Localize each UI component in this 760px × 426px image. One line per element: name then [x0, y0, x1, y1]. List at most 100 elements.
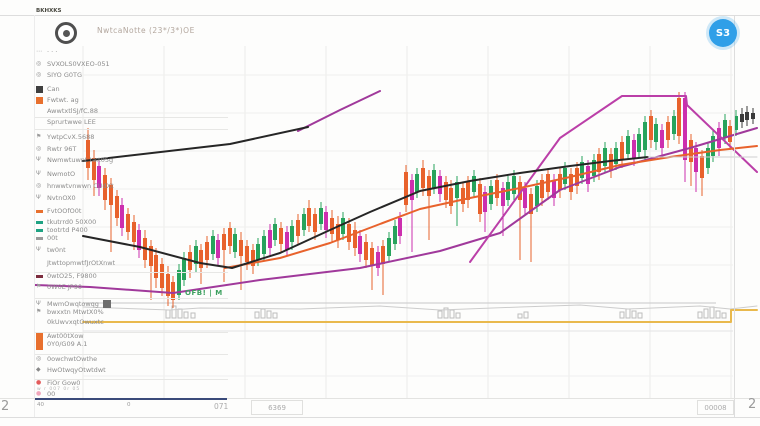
legend-row[interactable]: ⚑ 0W0E JP90	[36, 282, 82, 292]
orangesqtall-icon	[36, 338, 43, 350]
volume-bar	[697, 311, 703, 319]
legend-row-label: 0wtO25, F9800	[47, 272, 97, 280]
collapsed-pane-line	[35, 398, 227, 400]
band-purple-lower	[34, 127, 758, 294]
dash-icon	[36, 220, 43, 224]
legend-row[interactable]: Ψ NvtnOX0	[36, 193, 76, 203]
legend-row-label: AwwtxtlSJ/fC.88	[47, 107, 98, 115]
volume-bar	[715, 310, 721, 319]
legend-row[interactable]: FvtOOfO0t	[36, 206, 81, 216]
legend-row[interactable]: tkutrrd0 50X00	[36, 217, 96, 227]
volume-bar	[254, 311, 260, 319]
orangesq-icon	[36, 96, 43, 104]
flag-icon: ⚑	[36, 283, 42, 290]
mini-scale-left-value: 40	[37, 402, 44, 408]
volume-outline-gray	[82, 304, 758, 311]
time-axis-label: 071	[214, 402, 229, 411]
time-axis-label: 00008	[697, 400, 734, 415]
volume-bar	[637, 312, 643, 319]
candlestick-series	[86, 92, 755, 308]
legend-row[interactable]: 0wtO25, F9800	[36, 271, 97, 281]
volume-bar	[443, 307, 449, 319]
volume-bar	[449, 309, 455, 319]
legend-separator	[35, 129, 228, 130]
legend-row-label: bwxxtn MtwtX0%	[47, 308, 104, 316]
volume-bar	[266, 310, 272, 319]
volume-bar	[260, 308, 266, 319]
legend-row-label: tw0nt	[47, 246, 66, 254]
legend-row[interactable]: 0Y0/G09 A.1	[36, 338, 88, 350]
mini-scale-mid-value: 0	[127, 402, 131, 408]
legend-row[interactable]: ⋯ · · ·	[36, 47, 57, 57]
legend-row[interactable]: ◎ SVXOLS0VXEO-051	[36, 59, 110, 69]
symbol-title[interactable]: NwtcaNotte (23*/3*)OE	[97, 26, 195, 35]
legend-row-label: 0Y0/G09 A.1	[47, 340, 88, 348]
gear-icon: ◎	[36, 71, 42, 78]
legend-separator	[35, 379, 228, 380]
legend-row[interactable]: ⚑ bwxxtn MtwtX0%	[36, 307, 104, 317]
legend-row-label: 0kUwvxqtOwuxtc	[47, 318, 104, 326]
dash-icon	[36, 228, 43, 232]
notification-badge[interactable]: S3	[709, 19, 737, 47]
indicator-yellow	[82, 309, 758, 323]
psi-icon: Ψ	[36, 246, 41, 253]
legend-separator	[35, 354, 228, 355]
legend-row[interactable]: Ψ MwmOwqtowqg	[36, 299, 111, 309]
legend-row[interactable]: Fwtwt. ag	[36, 95, 79, 105]
legend-row-label: · · ·	[47, 48, 58, 56]
trend-black-upper	[82, 126, 309, 162]
legend-row-label: Can	[47, 85, 60, 93]
legend-row-label: 0owchwtOwthe	[47, 355, 98, 363]
flag-icon: ⚑	[36, 133, 42, 140]
bottom-border	[0, 417, 760, 418]
legend-row[interactable]: ◎ hnwwtvnwwn CUdXt	[36, 181, 114, 191]
volume-bar	[619, 311, 625, 319]
app-logo	[55, 22, 77, 44]
legend-row[interactable]: Awt00tXow	[36, 331, 84, 341]
legend-row-badge[interactable]	[102, 300, 111, 308]
ma-orange	[224, 145, 758, 269]
dots-icon: ⋯	[36, 48, 42, 55]
legend-row[interactable]: AwwtxtlSJ/fC.88	[36, 106, 98, 116]
gear-icon: ◎	[36, 60, 42, 67]
volume-bar	[631, 310, 637, 319]
legend-row-label: Sprurtwwe LEE	[47, 118, 96, 126]
legend-row[interactable]: ◎ Rwtr 96T	[36, 144, 76, 154]
volume-bar	[165, 309, 171, 319]
legend-row[interactable]: 00t	[36, 233, 58, 243]
legend-row[interactable]: Ψ NwmotO	[36, 169, 75, 179]
legend-row[interactable]: 0kUwvxqtOwuxtc	[36, 317, 104, 327]
legend-row-label: NvtnOX0	[47, 194, 76, 202]
legend-row-label: hnwwtvnwwn CUdXt	[47, 182, 114, 190]
legend-row-label: MwmOwqtowqg	[47, 300, 99, 308]
ma-black	[82, 156, 649, 269]
axis-border	[0, 398, 760, 399]
legend-row[interactable]: ● 00	[36, 389, 55, 399]
dash-icon	[36, 274, 43, 278]
volume-bar	[190, 312, 196, 319]
legend-row-label: Awt00tXow	[47, 332, 84, 340]
legend-row[interactable]: Can	[36, 84, 60, 94]
time-axis-label: 6369	[251, 400, 303, 415]
legend-row[interactable]: tootrtd P400	[36, 225, 88, 235]
volume-bar	[625, 308, 631, 319]
legend-row[interactable]: Ψ Nwmwtuwnt ta.t05g	[36, 155, 113, 165]
legend-row-label: Rwtr 96T	[47, 145, 77, 153]
legend-row[interactable]: ◆ HwOtwqyOtwtdwt	[36, 365, 106, 375]
legend-row[interactable]: ● FiOr Gow0	[36, 378, 80, 388]
psi-icon: Ψ	[36, 170, 41, 177]
legend-row[interactable]: ◎ 0owchwtOwthe	[36, 354, 97, 364]
legend-row[interactable]: ◎ SIYO G0TG	[36, 70, 82, 80]
window-code-label: BKHXKS	[36, 8, 62, 14]
pane-value-label: OFB! | M	[185, 289, 223, 297]
legend-row[interactable]: Sprurtwwe LEE	[36, 117, 96, 127]
top-border	[0, 15, 760, 16]
legend-row-label: NwmotO	[47, 170, 76, 178]
legend-row[interactable]: JtwttopmwtfJrOtXnwt	[36, 258, 115, 268]
dash-icon	[36, 236, 43, 240]
right-border	[734, 15, 735, 417]
legend-row-label: 00	[47, 390, 56, 398]
legend-row[interactable]: ⚑ YwtpCvX.5688	[36, 132, 94, 142]
